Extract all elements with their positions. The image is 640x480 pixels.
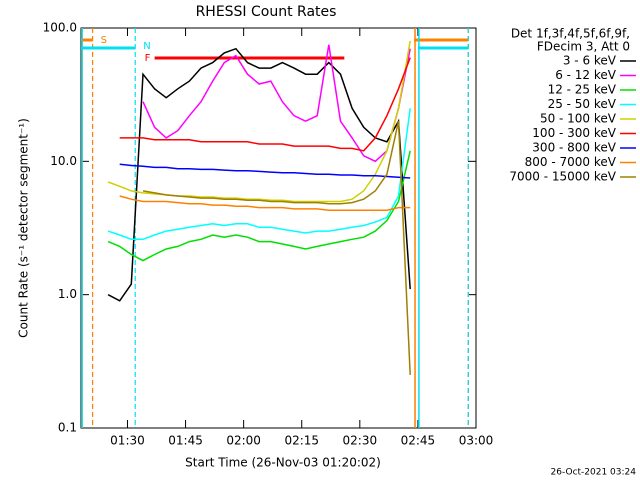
legend-label: 3 - 6 keV: [563, 54, 617, 68]
legend-label: 300 - 800 keV: [532, 141, 616, 155]
x-tick-label: 02:15: [284, 434, 319, 448]
legend-label: 6 - 12 keV: [555, 68, 617, 82]
series-line: [142, 44, 411, 163]
legend-label: 7000 - 15000 keV: [509, 170, 616, 184]
series-line: [107, 47, 411, 302]
flag-label: S: [101, 35, 107, 46]
chart-title: RHESSI Count Rates: [196, 4, 337, 20]
x-tick-label: 02:00: [226, 434, 261, 448]
legend-label: 100 - 300 keV: [532, 126, 616, 140]
y-tick-label: 100.0: [43, 21, 77, 35]
legend-label: 25 - 50 keV: [548, 97, 617, 111]
y-tick-label: 10.0: [50, 154, 77, 168]
x-tick-label: 02:45: [401, 434, 436, 448]
series-line: [119, 57, 411, 152]
x-tick-label: 01:30: [110, 434, 145, 448]
legend-label: 50 - 100 keV: [540, 112, 617, 126]
legend-label: 12 - 25 keV: [548, 83, 617, 97]
series-line: [119, 195, 411, 211]
y-axis-label: Count Rate (s⁻¹ detector segment⁻¹): [17, 118, 31, 338]
y-tick-label: 0.1: [58, 421, 77, 435]
legend-title: FDecim 3, Att 0: [537, 40, 630, 54]
x-tick-label: 02:30: [343, 434, 378, 448]
plot-frame: [80, 27, 477, 429]
x-tick-label: 01:45: [168, 434, 203, 448]
legend-label: 800 - 7000 keV: [525, 155, 617, 169]
series-line: [107, 150, 411, 262]
x-tick-label: 03:00: [459, 434, 494, 448]
x-axis-label: Start Time (26-Nov-03 01:20:02): [185, 456, 381, 470]
series-line: [107, 40, 411, 203]
series-line: [107, 108, 411, 241]
series-line: [142, 121, 411, 375]
flag-label: N: [143, 41, 150, 52]
y-tick-label: 1.0: [58, 287, 77, 301]
footer: 26-Oct-2021 03:24: [551, 468, 637, 478]
series-line: [119, 163, 411, 179]
flag-label: F: [145, 53, 151, 64]
legend-title: Det 1f,3f,4f,5f,6f,9f,: [511, 27, 630, 41]
